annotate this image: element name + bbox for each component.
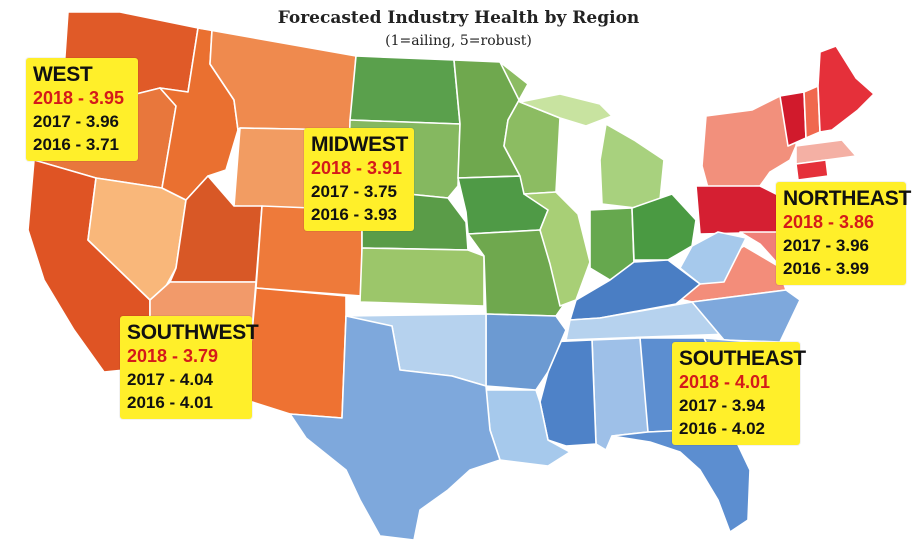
state-new-mexico <box>245 287 347 419</box>
state-new-york <box>701 95 801 189</box>
region-name: WEST <box>33 63 93 86</box>
state-pennsylvania <box>695 185 789 235</box>
state-maine <box>817 45 875 133</box>
state-michigan <box>599 123 665 209</box>
region-label-west: WEST 2018 - 3.95 2017 - 3.96 2016 - 3.71 <box>26 58 138 161</box>
region-score-2016: 2016 - 3.99 <box>783 259 870 278</box>
state-mississippi <box>539 339 597 447</box>
region-current-score: 2018 - 3.86 <box>783 212 875 232</box>
region-name: SOUTHEAST <box>679 347 806 370</box>
region-current-score: 2018 - 3.79 <box>127 346 219 366</box>
region-score-2016: 2016 - 4.02 <box>679 419 766 438</box>
region-current-score: 2018 - 3.91 <box>311 158 403 178</box>
chart-title: Forecasted Industry Health by Region <box>277 8 640 28</box>
region-label-southeast: SOUTHEAST 2018 - 4.01 2017 - 3.94 2016 -… <box>672 342 806 445</box>
region-label-southwest: SOUTHWEST 2018 - 3.79 2017 - 4.04 2016 -… <box>120 316 259 419</box>
state-texas <box>289 315 501 541</box>
state-illinois <box>523 191 591 307</box>
region-score-2017: 2017 - 3.75 <box>311 182 398 201</box>
state-michigan-upper <box>519 93 613 127</box>
region-name: NORTHEAST <box>783 187 911 210</box>
state-massachusetts <box>795 139 857 165</box>
region-score-2016: 2016 - 3.93 <box>311 205 398 224</box>
state-north-dakota <box>349 55 461 125</box>
region-score-2017: 2017 - 3.96 <box>783 236 870 255</box>
region-score-2017: 2017 - 4.04 <box>127 370 214 389</box>
state-kansas <box>359 247 485 307</box>
state-connecticut <box>795 159 829 181</box>
region-current-score: 2018 - 3.95 <box>33 88 125 108</box>
region-name: MIDWEST <box>311 133 409 156</box>
region-score-2017: 2017 - 3.94 <box>679 396 766 415</box>
region-name: SOUTHWEST <box>127 321 259 344</box>
region-label-midwest: MIDWEST 2018 - 3.91 2017 - 3.75 2016 - 3… <box>304 128 414 231</box>
region-score-2017: 2017 - 3.96 <box>33 112 120 131</box>
region-score-2016: 2016 - 4.01 <box>127 393 214 412</box>
state-north-carolina <box>691 289 801 343</box>
region-score-2016: 2016 - 3.71 <box>33 135 120 154</box>
region-label-northeast: NORTHEAST 2018 - 3.86 2017 - 3.96 2016 -… <box>776 182 911 285</box>
chart-subtitle: (1=ailing, 5=robust) <box>385 33 532 49</box>
state-ohio <box>631 193 697 261</box>
region-current-score: 2018 - 4.01 <box>679 372 771 392</box>
